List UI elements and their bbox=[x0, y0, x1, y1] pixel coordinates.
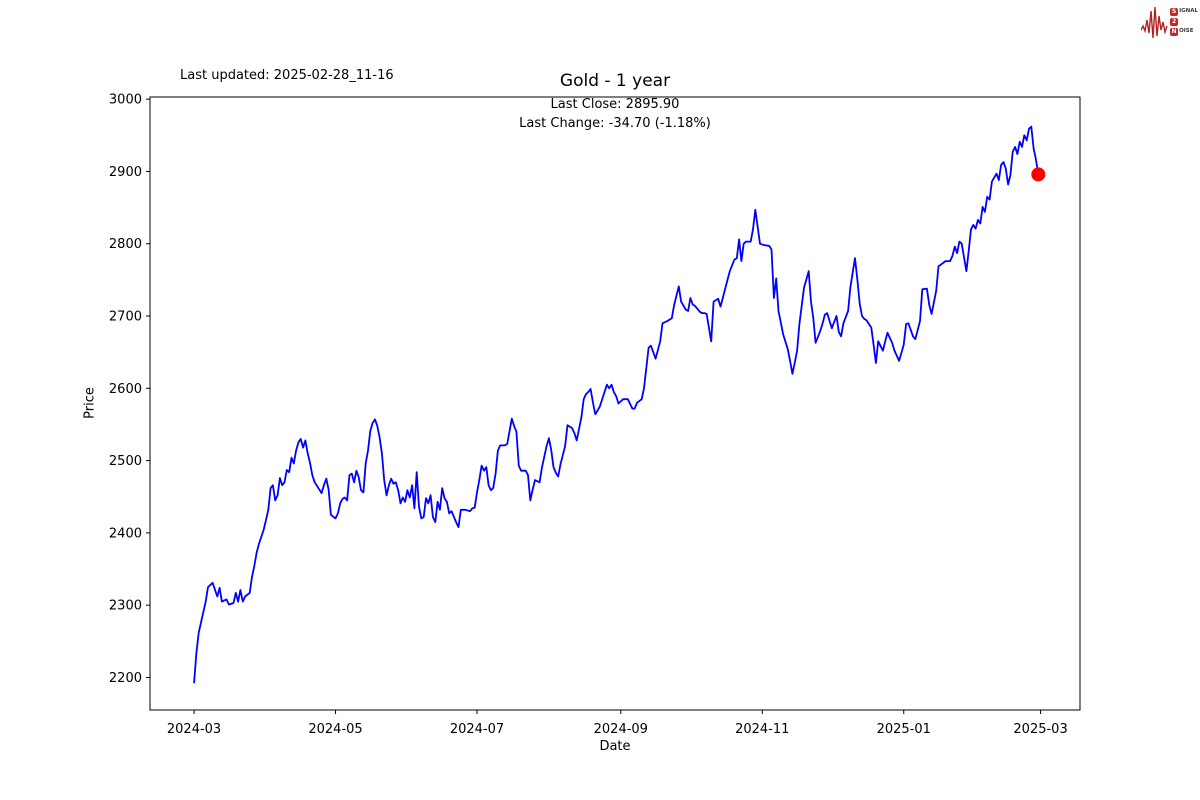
y-tick-label: 2600 bbox=[109, 382, 142, 397]
last-price-marker bbox=[1031, 167, 1046, 182]
y-tick-label: 2700 bbox=[109, 310, 142, 325]
chart-title: Gold - 1 year bbox=[559, 71, 671, 91]
y-axis-label: Price bbox=[82, 387, 98, 419]
signal2noise-logo: S IGNAL 2 N OISE bbox=[1141, 3, 1198, 41]
logo-word-ignal: IGNAL bbox=[1179, 8, 1198, 15]
logo-badge-2: 2 bbox=[1170, 18, 1179, 26]
plot-border bbox=[149, 96, 1081, 711]
logo-text: S IGNAL 2 N OISE bbox=[1170, 8, 1198, 37]
y-tick-label: 2800 bbox=[109, 237, 142, 252]
y-tick-label: 2900 bbox=[109, 165, 142, 180]
price-line bbox=[193, 125, 1040, 684]
x-tick-label: 2024-09 bbox=[594, 722, 648, 737]
logo-word-oise: OISE bbox=[1179, 28, 1194, 35]
x-tick-label: 2024-05 bbox=[308, 722, 362, 737]
x-tick-label: 2024-07 bbox=[450, 722, 504, 737]
logo-badge-n: N bbox=[1170, 28, 1179, 36]
last-updated-label: Last updated: 2025-02-28_11-16 bbox=[180, 68, 394, 83]
y-tick-label: 2300 bbox=[109, 599, 142, 614]
x-tick-label: 2024-11 bbox=[735, 722, 789, 737]
last-change-annotation: Last Change: -34.70 (-1.18%) bbox=[519, 116, 711, 131]
x-axis-label: Date bbox=[599, 739, 631, 754]
y-tick-label: 2500 bbox=[109, 454, 142, 469]
y-tick-label: 3000 bbox=[109, 93, 142, 108]
x-tick-label: 2024-03 bbox=[167, 722, 221, 737]
logo-badge-s: S bbox=[1170, 8, 1179, 16]
x-tick-label: 2025-03 bbox=[1013, 722, 1067, 737]
y-tick-label: 2200 bbox=[109, 671, 142, 686]
last-close-annotation: Last Close: 2895.90 bbox=[550, 97, 680, 112]
y-tick-label: 2400 bbox=[109, 526, 142, 541]
waveform-icon bbox=[1141, 6, 1168, 39]
x-tick-label: 2025-01 bbox=[877, 722, 931, 737]
